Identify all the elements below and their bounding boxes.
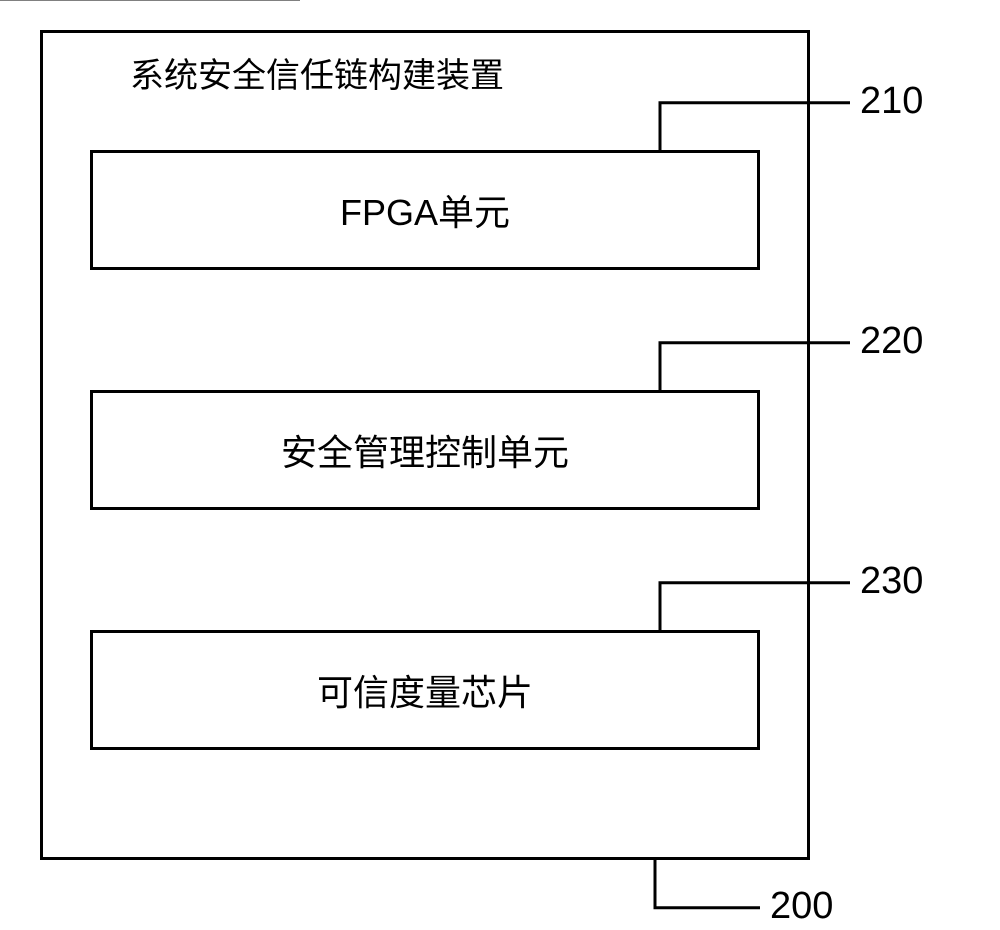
outer-callout-number: 200	[770, 885, 833, 928]
fpga-callout-number: 210	[860, 80, 923, 123]
trusted-chip-box: 可信度量芯片	[90, 630, 760, 750]
security-control-label: 安全管理控制单元	[281, 424, 569, 476]
trusted-chip-callout-number: 230	[860, 560, 923, 603]
diagram-canvas: 系统安全信任链构建装置 FPGA单元 210 安全管理控制单元 220 可信度量…	[0, 0, 1000, 930]
trusted-chip-label: 可信度量芯片	[317, 664, 533, 716]
fpga-unit-box: FPGA单元	[90, 150, 760, 270]
security-control-callout-number: 220	[860, 320, 923, 363]
fpga-unit-label: FPGA单元	[340, 184, 510, 236]
fpga-callout-line	[0, 0, 300, 150]
security-control-box: 安全管理控制单元	[90, 390, 760, 510]
